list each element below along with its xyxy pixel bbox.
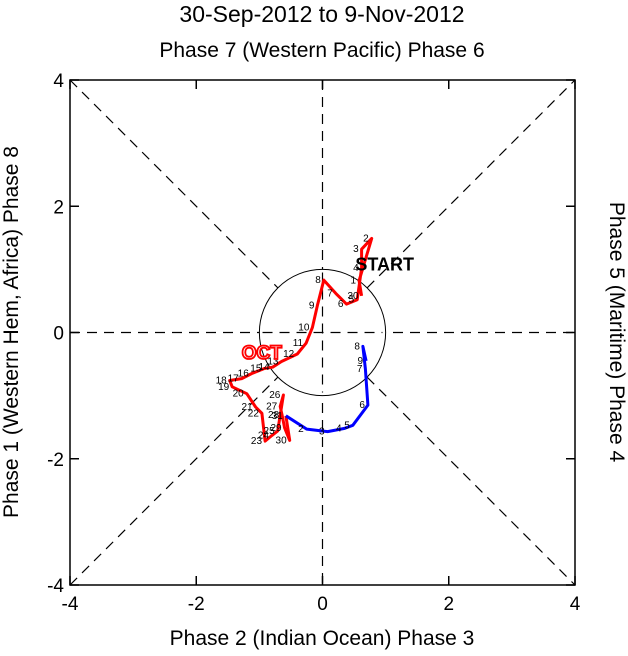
point-day-label: 6 — [359, 400, 365, 411]
point-day-label: 4 — [336, 423, 342, 434]
x-tick-label: -2 — [188, 594, 205, 615]
point-day-label: 9 — [357, 356, 363, 367]
diagonal-dashed-line — [366, 376, 576, 586]
point-day-label: 10 — [298, 322, 310, 333]
point-day-label: 16 — [238, 369, 250, 380]
point-day-label: 1 — [351, 276, 357, 287]
diagonal-dashed-line — [366, 79, 576, 289]
point-day-label: 4 — [353, 263, 359, 274]
x-tick-label: -4 — [62, 594, 79, 615]
y-tick-label: 0 — [53, 324, 64, 345]
x-tick-label: 2 — [443, 594, 454, 615]
point-day-label: 27 — [266, 401, 278, 412]
start-label: START — [355, 255, 414, 275]
point-day-label: 19 — [218, 382, 230, 393]
point-day-label: 29 — [271, 423, 283, 434]
top-axis-label: Phase 7 (Western Pacific) Phase 6 — [159, 39, 484, 62]
y-tick-label: 2 — [53, 197, 64, 218]
point-day-label: 20 — [233, 389, 245, 400]
plot-area: -4 -2 0 2 4-4-202430123456789101112131415161… — [47, 71, 581, 615]
point-day-label: 7 — [327, 288, 333, 299]
x-tick-label: 4 — [570, 594, 581, 615]
diagonal-dashed-line — [69, 79, 279, 289]
point-day-label: 9 — [309, 300, 315, 311]
point-day-label: 3 — [353, 244, 359, 255]
point-day-label: 5 — [349, 295, 355, 306]
series-line-red — [228, 236, 374, 443]
point-day-label: 23 — [251, 436, 263, 447]
x-axis-label: Phase 2 (Indian Ocean) Phase 3 — [170, 627, 475, 650]
point-day-label: 26 — [269, 390, 281, 401]
point-day-label: 8 — [315, 275, 321, 286]
point-day-label: 5 — [344, 420, 350, 431]
point-day-label: 30 — [348, 291, 360, 302]
point-day-label: 2 — [363, 233, 369, 244]
point-day-label: 28 — [268, 410, 280, 421]
point-day-label: 22 — [248, 408, 260, 419]
point-day-label: 11 — [293, 338, 304, 349]
y-tick-label: 4 — [53, 71, 64, 92]
point-day-label: 8 — [354, 341, 360, 352]
point-day-label: 25 — [264, 426, 276, 437]
point-day-label: 7 — [357, 364, 363, 375]
point-day-label: 31 — [272, 411, 284, 422]
series-line-blue — [285, 344, 370, 434]
y-tick-label: -4 — [47, 576, 64, 597]
point-day-label: 17 — [228, 374, 240, 385]
x-tick-label: 0 — [317, 594, 328, 615]
point-day-label: 6 — [338, 299, 344, 310]
point-day-label: 2 — [298, 424, 304, 435]
point-day-label: 14 — [259, 362, 271, 373]
y-axis-label: Phase 1 (Western Hem, Africa) Phase 8 — [0, 146, 23, 518]
diagonal-dashed-line — [69, 376, 279, 586]
point-day-label: 13 — [267, 357, 279, 368]
point-day-label: 3 — [319, 427, 325, 438]
point-day-label: 21 — [241, 402, 253, 413]
point-day-label: 18 — [216, 375, 228, 386]
point-day-label: 30 — [276, 435, 288, 446]
right-axis-label: Phase 5 (Maritime) Phase 4 — [605, 202, 628, 463]
month-label-oct: OCT — [242, 343, 283, 364]
point-day-label: 15 — [250, 363, 262, 374]
y-tick-label: -2 — [47, 450, 64, 471]
point-day-label: 24 — [258, 430, 270, 441]
point-day-label: 12 — [283, 349, 295, 360]
chart-title: 30-Sep-2012 to 9-Nov-2012 — [179, 1, 464, 27]
